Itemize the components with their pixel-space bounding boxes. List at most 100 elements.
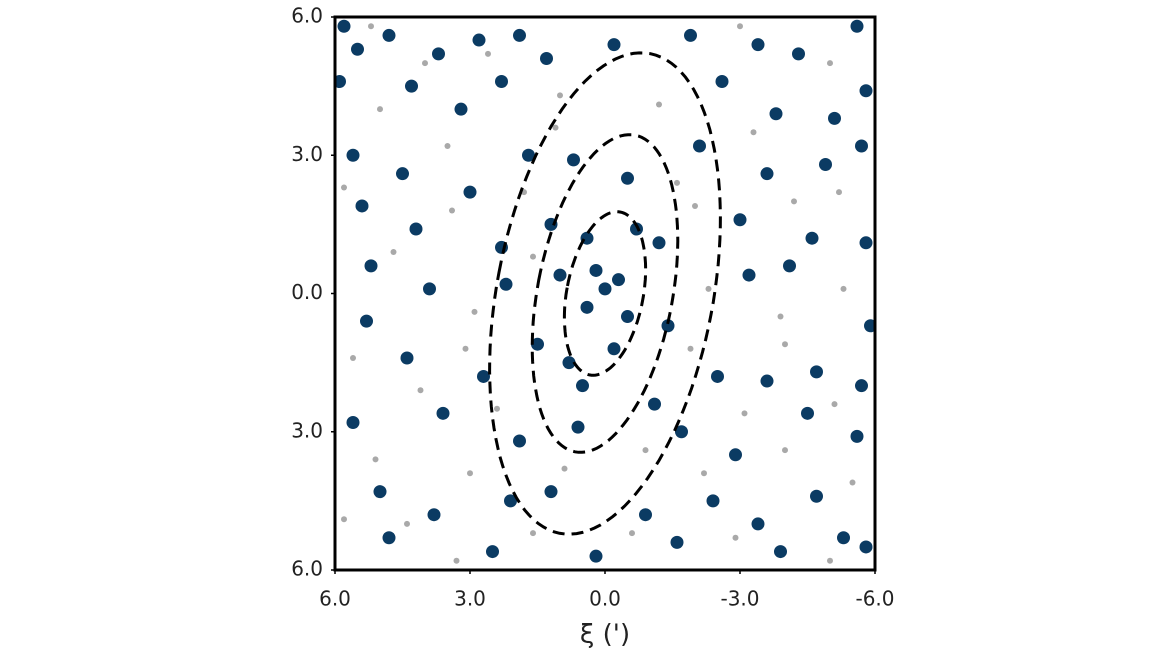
- scatter-point: [405, 79, 418, 93]
- scatter-point: [733, 213, 747, 227]
- scatter-point: [454, 102, 468, 116]
- scatter-point: [836, 189, 842, 196]
- scatter-point: [859, 540, 873, 554]
- scatter-point: [372, 456, 379, 463]
- scatter-point: [687, 345, 694, 352]
- scatter-point: [449, 207, 455, 214]
- scatter-point: [417, 387, 424, 394]
- scatter-point: [467, 470, 473, 477]
- scatter-point: [607, 342, 621, 356]
- scatter-point: [782, 447, 788, 454]
- scatter-point: [661, 319, 675, 333]
- scatter-point: [840, 285, 847, 292]
- scatter-point: [777, 313, 784, 320]
- scatter-point: [513, 28, 526, 42]
- scatter-point: [621, 310, 634, 324]
- scatter-point: [837, 531, 850, 545]
- scatter-point: [675, 425, 688, 439]
- y-tick-label: 3.0: [291, 418, 323, 442]
- scatter-point: [801, 406, 814, 420]
- scatter-point: [531, 337, 544, 351]
- scatter-point: [355, 199, 369, 213]
- scatter-point: [831, 401, 838, 408]
- scatter-point: [705, 285, 712, 292]
- x-tick-label: -6.0: [855, 587, 894, 611]
- scatter-point: [629, 530, 635, 537]
- scatter-point: [670, 535, 684, 549]
- scatter-point: [486, 545, 499, 559]
- scatter-point: [827, 60, 833, 67]
- scatter-point: [855, 379, 868, 393]
- scatter-point: [544, 485, 558, 499]
- scatter-point: [855, 139, 868, 153]
- y-tick-label: 6.0: [291, 557, 323, 581]
- scatter-point: [783, 259, 796, 273]
- scatter-point: [598, 282, 612, 296]
- scatter-point: [400, 351, 414, 365]
- scatter-point: [494, 405, 500, 412]
- scatter-point: [607, 38, 621, 52]
- scatter-point: [630, 222, 643, 236]
- scatter-point: [427, 508, 441, 522]
- contour: [488, 51, 722, 536]
- x-axis-label: ξ ('): [580, 620, 630, 650]
- scatter-point: [337, 19, 351, 33]
- y-tick-label: 0.0: [291, 280, 323, 304]
- scatter-point: [741, 410, 748, 417]
- scatter-point: [859, 236, 873, 250]
- scatter-point: [553, 268, 567, 282]
- scatter-point: [692, 202, 698, 209]
- scatter-point: [557, 92, 563, 99]
- scatter-point: [390, 249, 397, 256]
- scatter-point: [472, 33, 486, 47]
- scatter-point: [576, 379, 589, 393]
- scatter-point: [580, 300, 594, 314]
- scatter-point: [444, 143, 451, 150]
- x-tick-label: -3.0: [720, 587, 759, 611]
- scatter-point: [706, 494, 720, 508]
- scatter-point: [499, 277, 513, 291]
- scatter-point: [701, 470, 707, 477]
- scatter-point: [751, 517, 765, 531]
- scatter-point: [810, 489, 823, 503]
- scatter-point: [742, 268, 756, 282]
- scatter-point: [750, 129, 757, 136]
- scatter-point: [377, 106, 383, 113]
- scatter-point: [540, 51, 553, 65]
- y-tick-label: 3.0: [291, 142, 323, 166]
- scatter-point: [373, 485, 387, 499]
- scatter-point: [621, 171, 634, 185]
- scatter-point: [711, 369, 724, 383]
- scatter-point: [751, 38, 765, 52]
- scatter-point: [463, 185, 477, 199]
- x-tick-label: 3.0: [454, 587, 486, 611]
- scatter-point: [850, 429, 864, 443]
- scatter-point: [612, 273, 625, 287]
- y-tick-label: 6.0: [291, 4, 323, 28]
- scatter-point: [828, 111, 841, 125]
- scatter-point: [859, 84, 873, 98]
- scatter-point: [530, 253, 536, 260]
- scatter-point: [404, 520, 410, 527]
- scatter-point: [382, 28, 396, 42]
- scatter-point: [684, 28, 697, 42]
- scatter-point: [562, 356, 576, 370]
- contour: [562, 210, 648, 377]
- scatter-point: [471, 308, 478, 315]
- scatter-point: [364, 259, 378, 273]
- scatter-point: [485, 50, 491, 57]
- plot-area: [335, 19, 875, 564]
- scatter-point: [341, 516, 347, 523]
- scatter-point: [571, 420, 585, 434]
- x-tick-label: 0.0: [589, 587, 621, 611]
- scatter-point: [810, 365, 823, 379]
- scatter-point: [589, 549, 603, 563]
- scatter-point: [849, 479, 856, 486]
- scatter-point: [382, 531, 396, 545]
- scatter-point: [805, 231, 819, 245]
- scatter-point: [346, 416, 360, 430]
- x-tick-label: 6.0: [319, 587, 351, 611]
- scatter-point: [409, 222, 423, 236]
- scatter-point: [792, 47, 805, 61]
